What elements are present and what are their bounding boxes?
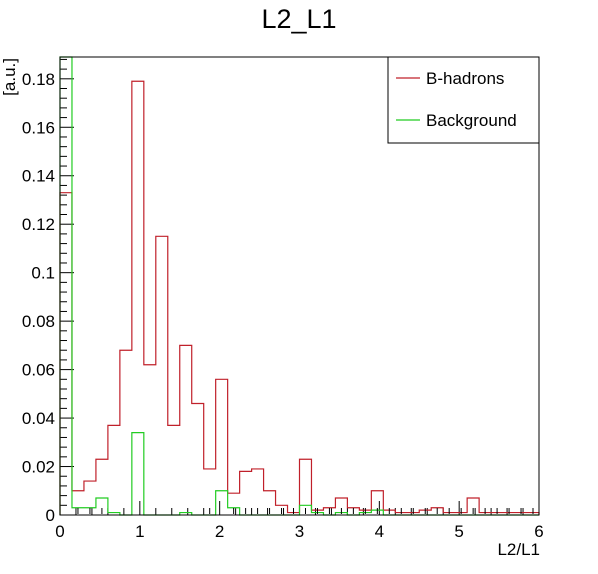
- y-tick-label: 0: [46, 506, 55, 525]
- y-tick-label: 0.1: [31, 264, 55, 283]
- y-tick-label: 0.06: [22, 361, 55, 380]
- x-tick-label: 1: [135, 522, 144, 541]
- y-tick-label: 0.16: [22, 118, 55, 137]
- chart-title: L2_L1: [261, 4, 336, 34]
- x-tick-label: 3: [295, 522, 304, 541]
- plot-frame: [59, 56, 540, 516]
- y-tick-label: 0.04: [22, 409, 55, 428]
- y-tick-label: 0.02: [22, 458, 55, 477]
- y-tick-label: 0.08: [22, 312, 55, 331]
- x-tick-label: 0: [55, 522, 64, 541]
- legend-box: [387, 56, 540, 144]
- bin-markers: [77, 508, 534, 514]
- x-tick-label: 4: [375, 522, 384, 541]
- y-tick-labels: 0 0.02 0.04 0.06 0.08 0.1 0.12 0.14 0.16 0.18: [22, 70, 55, 525]
- legend: B-hadrons Background: [387, 56, 540, 144]
- x-tick-labels: 0 1 2 3 4 5 6: [55, 522, 543, 541]
- y-tick-label: 0.18: [22, 70, 55, 89]
- x-tick-label: 6: [534, 522, 543, 541]
- series-b-hadrons: [59, 80, 540, 515]
- x-tick-label: 5: [454, 522, 463, 541]
- y-tick-label: 0.12: [22, 215, 55, 234]
- x-axis-label: L2/L1: [497, 540, 540, 559]
- y-axis-label: [a.u.]: [0, 58, 19, 96]
- y-tick-label: 0.14: [22, 167, 55, 186]
- legend-label-background: Background: [426, 111, 517, 130]
- legend-label-b-hadrons: B-hadrons: [426, 69, 504, 88]
- x-tick-label: 2: [215, 522, 224, 541]
